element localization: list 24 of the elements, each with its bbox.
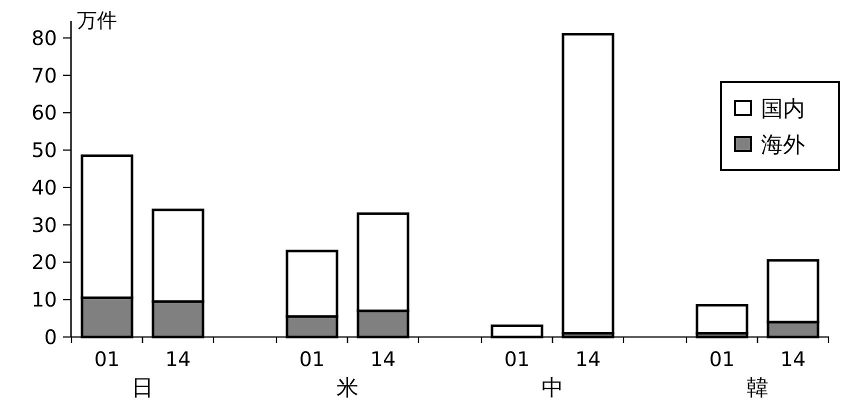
x-tick-label: 14 xyxy=(165,347,191,371)
legend-label: 国内 xyxy=(761,97,805,122)
legend-label: 海外 xyxy=(761,133,805,158)
y-tick-label: 70 xyxy=(32,63,57,88)
x-tick-label: 01 xyxy=(504,347,530,371)
y-tick-label: 30 xyxy=(32,212,57,237)
text: 米 xyxy=(336,376,358,401)
y-axis-title: 万件 xyxy=(77,8,117,32)
text: 韓 xyxy=(746,376,768,401)
text: 中 xyxy=(542,376,564,401)
y-tick-label: 10 xyxy=(32,288,57,312)
x-tick-label: 01 xyxy=(94,347,120,371)
text: 日 xyxy=(132,376,154,401)
x-tick-label: 01 xyxy=(299,347,325,371)
y-tick-label: 60 xyxy=(32,100,57,125)
y-tick-label: 20 xyxy=(32,250,57,274)
y-tick-label: 40 xyxy=(32,175,57,200)
x-tick-label: 01 xyxy=(709,347,735,371)
x-tick-label: 14 xyxy=(370,347,396,371)
y-tick-label: 0 xyxy=(44,325,57,349)
x-tick-label: 14 xyxy=(780,347,806,371)
y-tick-label: 80 xyxy=(32,26,57,50)
x-tick-label: 14 xyxy=(575,347,601,371)
y-tick-label: 50 xyxy=(32,138,57,162)
